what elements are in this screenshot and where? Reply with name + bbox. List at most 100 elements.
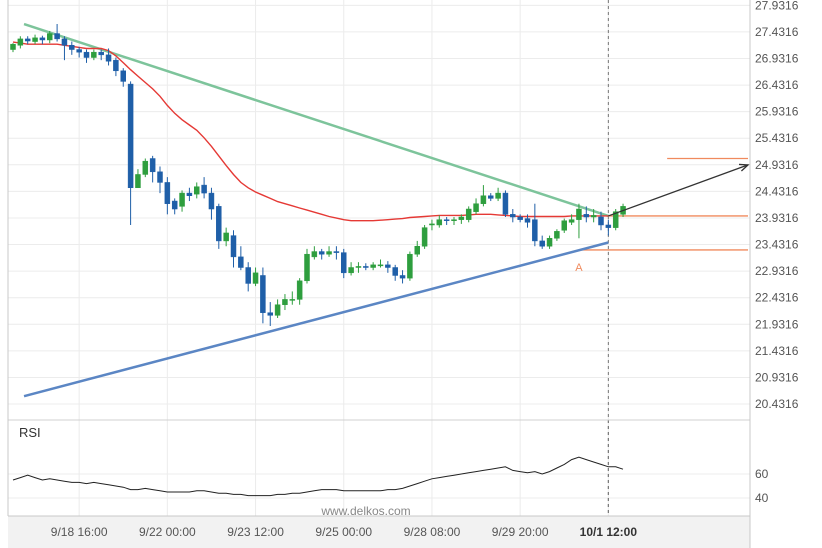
candle-body <box>590 215 597 218</box>
candle-body <box>282 299 288 305</box>
candle <box>524 214 531 228</box>
candle <box>10 43 16 53</box>
candle-body <box>194 186 200 195</box>
y-tick-label: 20.4316 <box>755 397 799 411</box>
y-tick-label: 27.4316 <box>755 25 799 39</box>
candle <box>289 291 296 305</box>
candle <box>326 246 332 257</box>
candle-body <box>502 192 509 215</box>
candle <box>164 177 171 215</box>
candle-body <box>296 280 303 300</box>
y-tick-label: 27.9316 <box>755 0 799 12</box>
candle <box>605 219 612 236</box>
candle-body <box>142 160 149 175</box>
candle <box>142 158 149 178</box>
candle <box>495 187 501 202</box>
candle <box>69 41 75 55</box>
candle <box>267 302 273 326</box>
candle-body <box>341 252 347 274</box>
y-tick-label: 24.9316 <box>755 158 799 172</box>
candle <box>532 203 538 247</box>
candle <box>98 49 104 61</box>
candle <box>223 227 229 247</box>
x-tick-label: 9/29 20:00 <box>492 525 549 539</box>
candle <box>260 267 266 324</box>
candle-body <box>458 216 465 220</box>
y-tick-label: 23.4316 <box>755 238 799 252</box>
candle-body <box>24 38 31 42</box>
candle <box>171 198 178 215</box>
candle-body <box>377 264 384 267</box>
candle <box>465 206 472 223</box>
candle <box>17 36 24 49</box>
candle <box>274 299 281 319</box>
candle-body <box>304 253 310 282</box>
candle-body <box>120 70 126 82</box>
y-tick-label: 25.9316 <box>755 105 799 119</box>
candle-body <box>179 192 185 207</box>
candle <box>61 36 68 61</box>
candle-body <box>76 49 82 53</box>
candle-body <box>238 256 244 268</box>
candle <box>157 166 163 194</box>
candle-body <box>465 208 472 220</box>
pattern-point-label: A <box>575 262 583 274</box>
candle <box>194 182 200 199</box>
candle-body <box>546 238 553 247</box>
candle-body <box>363 266 369 268</box>
candle-body <box>10 43 16 50</box>
candle-body <box>355 266 362 268</box>
candle-body <box>326 251 332 255</box>
candle-body <box>414 245 420 255</box>
candle <box>24 36 31 45</box>
y-tick-label: 22.9316 <box>755 264 799 278</box>
candle-body <box>105 54 112 62</box>
candle <box>510 209 516 223</box>
candle-body <box>524 218 531 223</box>
candle <box>576 203 582 239</box>
candle <box>370 262 376 271</box>
candle-body <box>517 216 523 220</box>
candle-body <box>201 184 207 194</box>
candle <box>83 49 90 63</box>
watermark: www.delkos.com <box>320 504 410 518</box>
candle <box>105 48 112 66</box>
support-trendline <box>23 241 609 398</box>
resistance-trendline <box>23 22 609 218</box>
candle <box>429 219 435 231</box>
price-plot: A <box>10 0 750 516</box>
x-tick-label: 9/28 08:00 <box>404 525 461 539</box>
candle <box>252 267 259 287</box>
x-tick-label: 9/23 12:00 <box>227 525 284 539</box>
x-axis-band <box>8 516 750 548</box>
y-tick-label: 23.9316 <box>755 211 799 225</box>
candle <box>377 259 384 268</box>
candle-body <box>223 232 229 242</box>
candle-body <box>443 219 450 221</box>
candle <box>127 81 134 225</box>
candle <box>348 262 354 276</box>
candle <box>436 215 443 228</box>
y-tick-label: 26.9316 <box>755 51 799 65</box>
candle-body <box>208 192 215 210</box>
candle <box>113 57 119 77</box>
candle <box>458 214 465 224</box>
candle-body <box>370 264 376 268</box>
y-tick-label: 26.4316 <box>755 78 799 92</box>
candle-body <box>451 219 457 221</box>
candle <box>488 193 494 202</box>
candle-body <box>333 251 340 253</box>
x-tick-label: 9/22 00:00 <box>139 525 196 539</box>
candle-body <box>532 219 538 242</box>
candle <box>502 190 509 217</box>
candle-body <box>429 223 435 226</box>
candle-body <box>98 51 104 56</box>
candle-body <box>554 231 560 239</box>
candle-body <box>127 83 134 189</box>
candle-body <box>311 251 318 258</box>
projection-arrow-line <box>608 164 749 217</box>
candle-body <box>473 203 479 212</box>
candle <box>392 264 398 281</box>
candle <box>208 187 215 220</box>
